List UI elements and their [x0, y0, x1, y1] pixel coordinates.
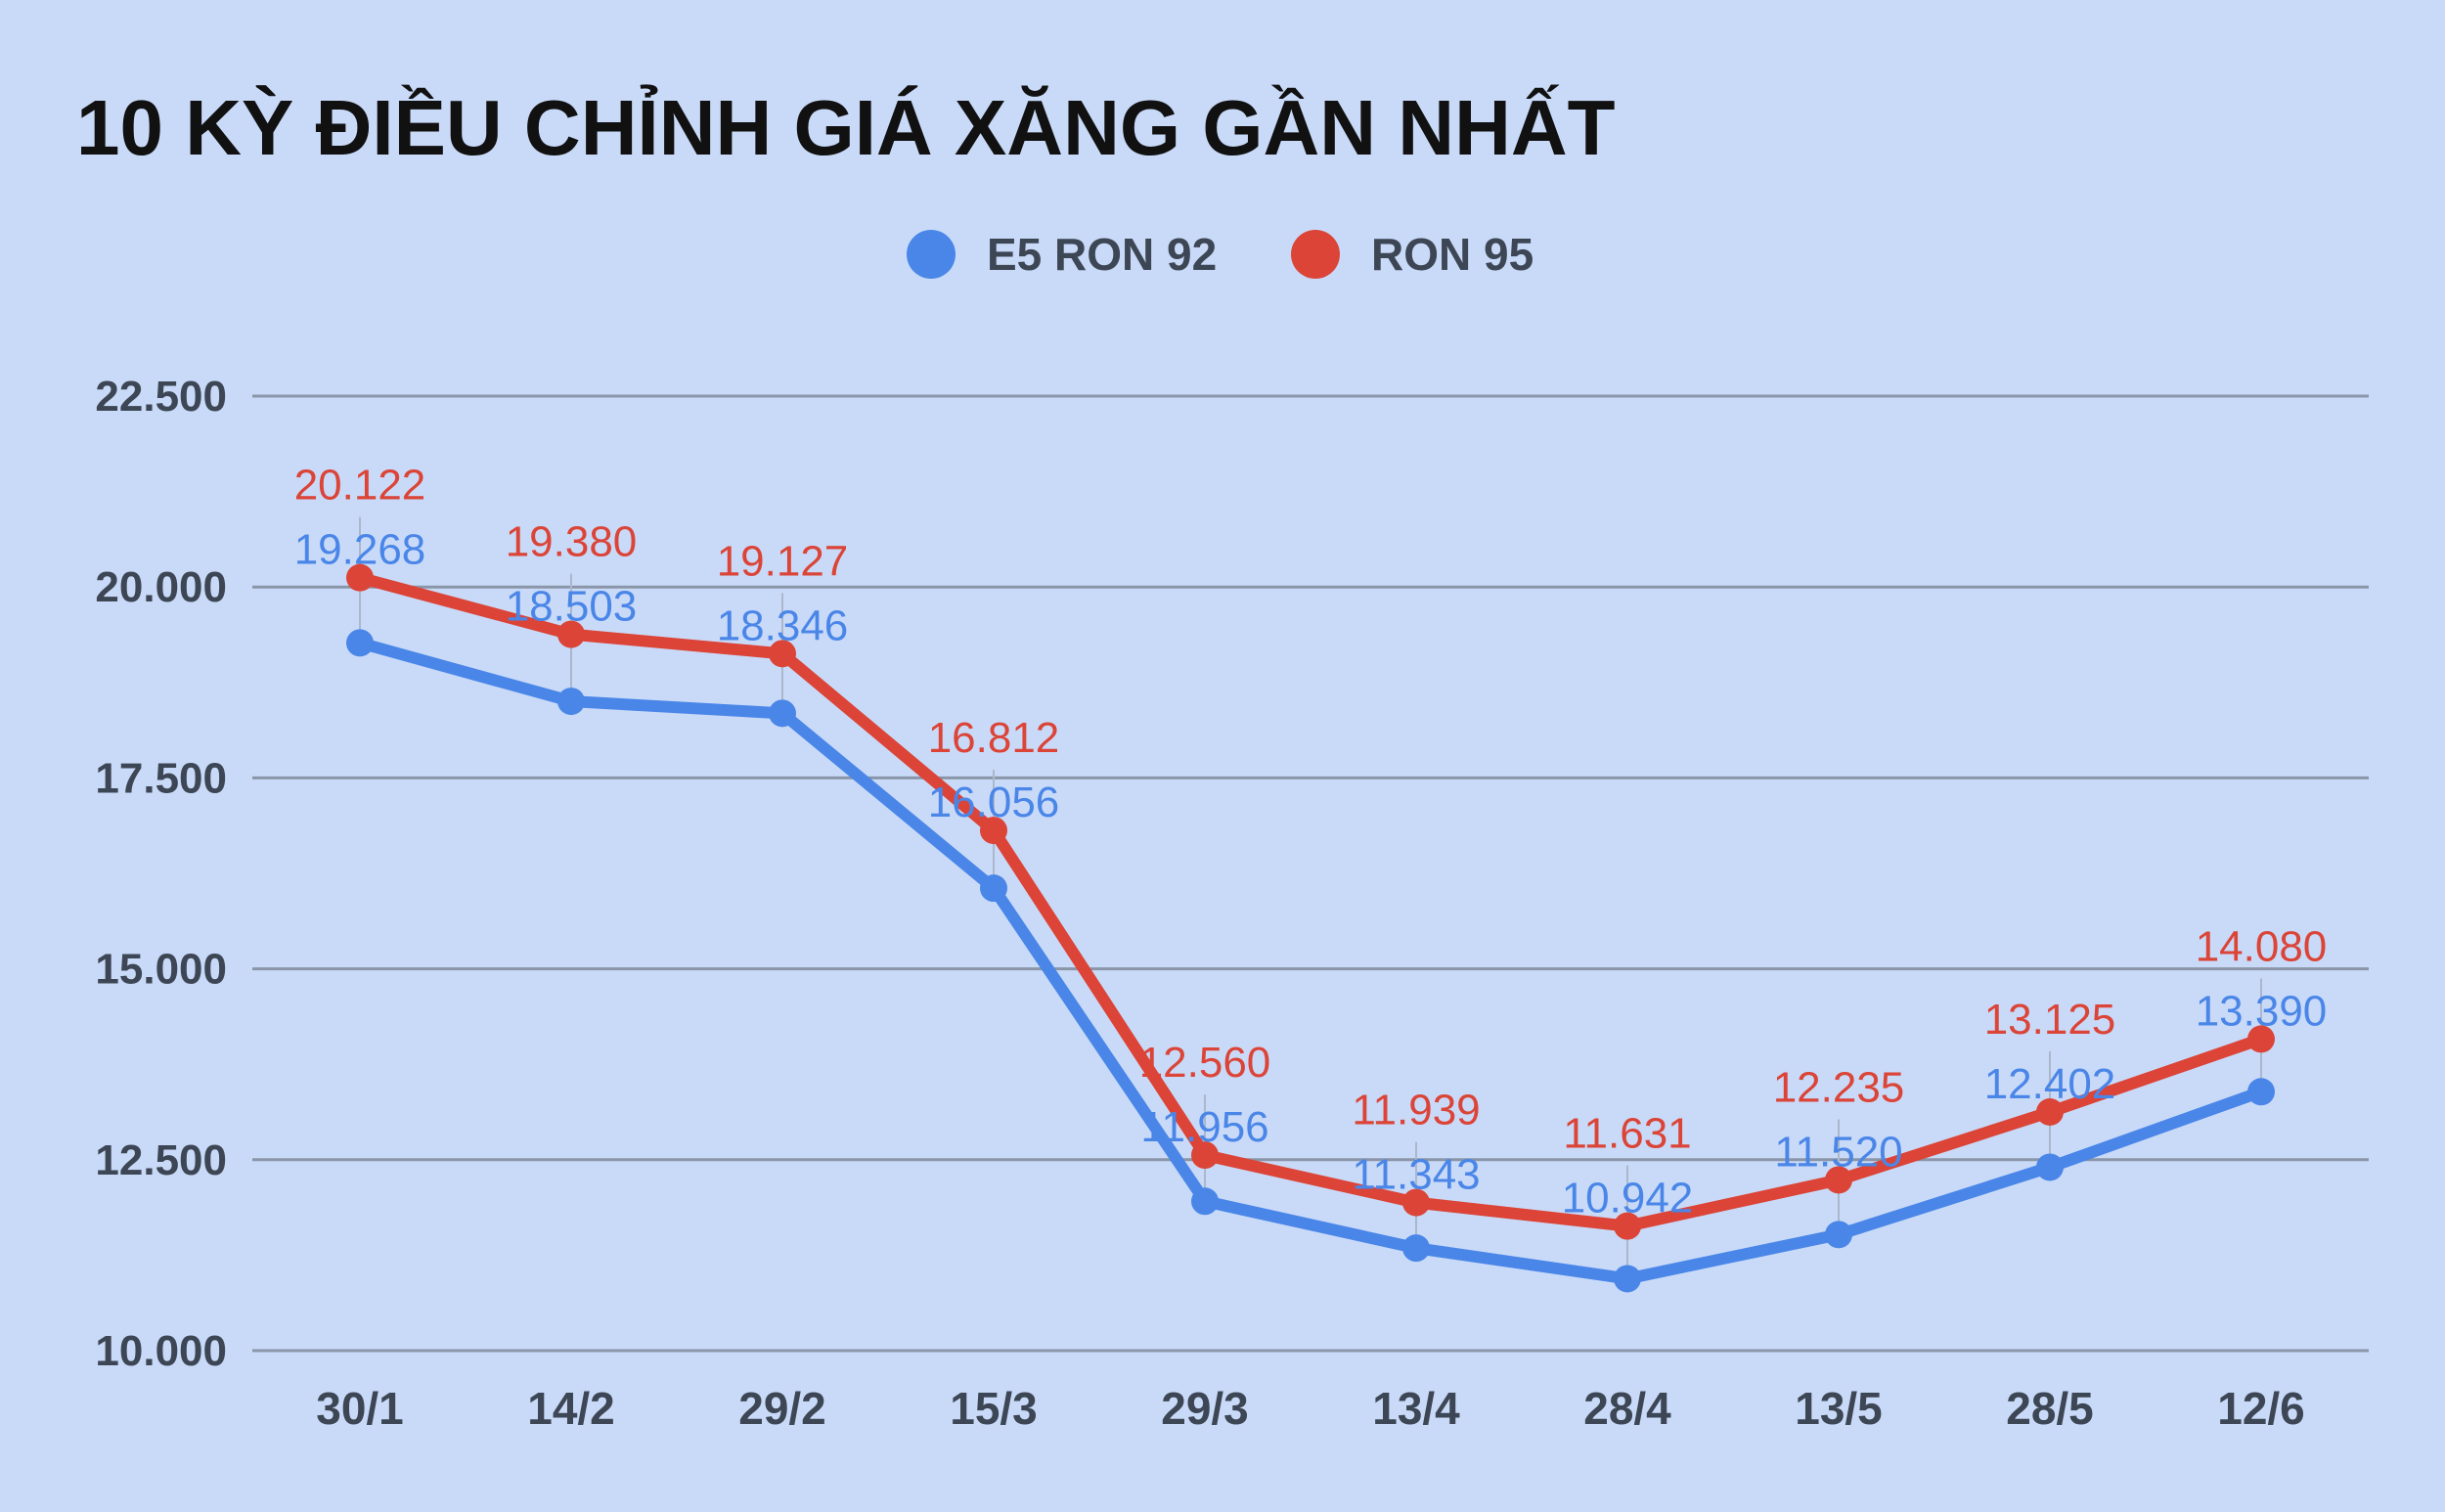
legend-marker — [1291, 230, 1340, 279]
data-point — [1191, 1187, 1219, 1216]
data-label-e5ron92: 12.402 — [1984, 1060, 2116, 1108]
series-line — [354, 637, 2267, 1285]
data-point — [1614, 1265, 1641, 1293]
series-line — [354, 571, 2267, 1232]
data-labels: 20.122 19.268 19.380 18.503 19.127 18.346 16.8… — [294, 462, 2328, 1223]
data-point — [769, 640, 796, 668]
data-point — [1825, 1221, 1852, 1249]
y-axis: 10.000 12.500 15.000 17.500 20.000 22.500 — [95, 373, 227, 1375]
y-tick-label: 15.000 — [95, 946, 227, 994]
data-label-e5ron92: 11.956 — [1140, 1103, 1268, 1151]
label-leaders — [359, 516, 2262, 1279]
x-tick-label: 14/2 — [527, 1383, 615, 1434]
data-point — [2247, 1025, 2275, 1053]
data-label-ron95: 12.235 — [1773, 1063, 1905, 1111]
data-label-ron95: 14.080 — [2196, 922, 2328, 970]
legend-label: E5 RON 92 — [987, 229, 1217, 280]
x-axis: 30/1 14/2 29/2 15/3 29/3 13/4 28/4 13/5 28/5 12/6 — [316, 1383, 2305, 1434]
data-point — [1402, 1234, 1430, 1263]
data-label-ron95: 16.812 — [928, 714, 1060, 762]
data-label-ron95: 11.631 — [1563, 1110, 1691, 1158]
legend-label: RON 95 — [1371, 229, 1534, 280]
data-label-e5ron92: 11.520 — [1774, 1128, 1902, 1176]
data-label-e5ron92: 16.056 — [928, 778, 1060, 826]
data-point — [1191, 1141, 1219, 1170]
x-tick-label: 28/4 — [1583, 1383, 1671, 1434]
series-lines — [346, 563, 2275, 1293]
data-point — [1825, 1166, 1852, 1194]
data-label-ron95: 11.939 — [1352, 1087, 1480, 1134]
data-point — [2036, 1098, 2064, 1126]
y-tick-label: 17.500 — [95, 754, 227, 802]
data-point — [980, 817, 1007, 845]
data-label-e5ron92: 19.268 — [294, 526, 426, 574]
data-point — [1614, 1212, 1641, 1240]
x-tick-label: 12/6 — [2217, 1383, 2305, 1434]
x-tick-label: 30/1 — [316, 1383, 404, 1434]
x-tick-label: 29/2 — [738, 1383, 826, 1434]
data-label-ron95: 19.380 — [506, 518, 638, 566]
x-tick-label: 15/3 — [950, 1383, 1038, 1434]
x-tick-label: 13/5 — [1795, 1383, 1883, 1434]
data-label-e5ron92: 10.942 — [1562, 1175, 1694, 1223]
data-label-e5ron92: 18.503 — [506, 583, 638, 631]
gridlines — [252, 394, 2369, 1353]
data-point — [769, 699, 796, 728]
chart-title: 10 KỲ ĐIỀU CHỈNH GIÁ XĂNG GẦN NHẤT — [76, 84, 1616, 171]
data-point — [557, 620, 585, 648]
y-tick-label: 10.000 — [95, 1327, 227, 1375]
legend: E5 RON 92 RON 95 — [907, 229, 1534, 280]
x-tick-label: 28/5 — [2006, 1383, 2094, 1434]
data-label-ron95: 19.127 — [717, 537, 849, 585]
data-label-ron95: 12.560 — [1139, 1039, 1271, 1087]
data-point — [2036, 1153, 2064, 1181]
y-tick-label: 12.500 — [95, 1136, 227, 1184]
data-label-e5ron92: 11.343 — [1352, 1151, 1480, 1199]
data-label-ron95: 13.125 — [1984, 996, 2116, 1044]
data-point — [346, 563, 374, 592]
data-point — [980, 874, 1007, 903]
data-label-ron95: 20.122 — [294, 462, 426, 510]
legend-marker — [907, 230, 956, 279]
y-tick-label: 20.000 — [95, 563, 227, 611]
y-tick-label: 22.500 — [95, 373, 227, 421]
data-point — [557, 688, 585, 716]
x-tick-label: 13/4 — [1372, 1383, 1460, 1434]
x-tick-label: 29/3 — [1161, 1383, 1249, 1434]
data-label-e5ron92: 13.390 — [2196, 987, 2328, 1035]
data-label-e5ron92: 18.346 — [717, 601, 849, 649]
data-point — [2247, 1078, 2275, 1106]
data-point — [346, 629, 374, 657]
data-point — [1402, 1188, 1430, 1217]
